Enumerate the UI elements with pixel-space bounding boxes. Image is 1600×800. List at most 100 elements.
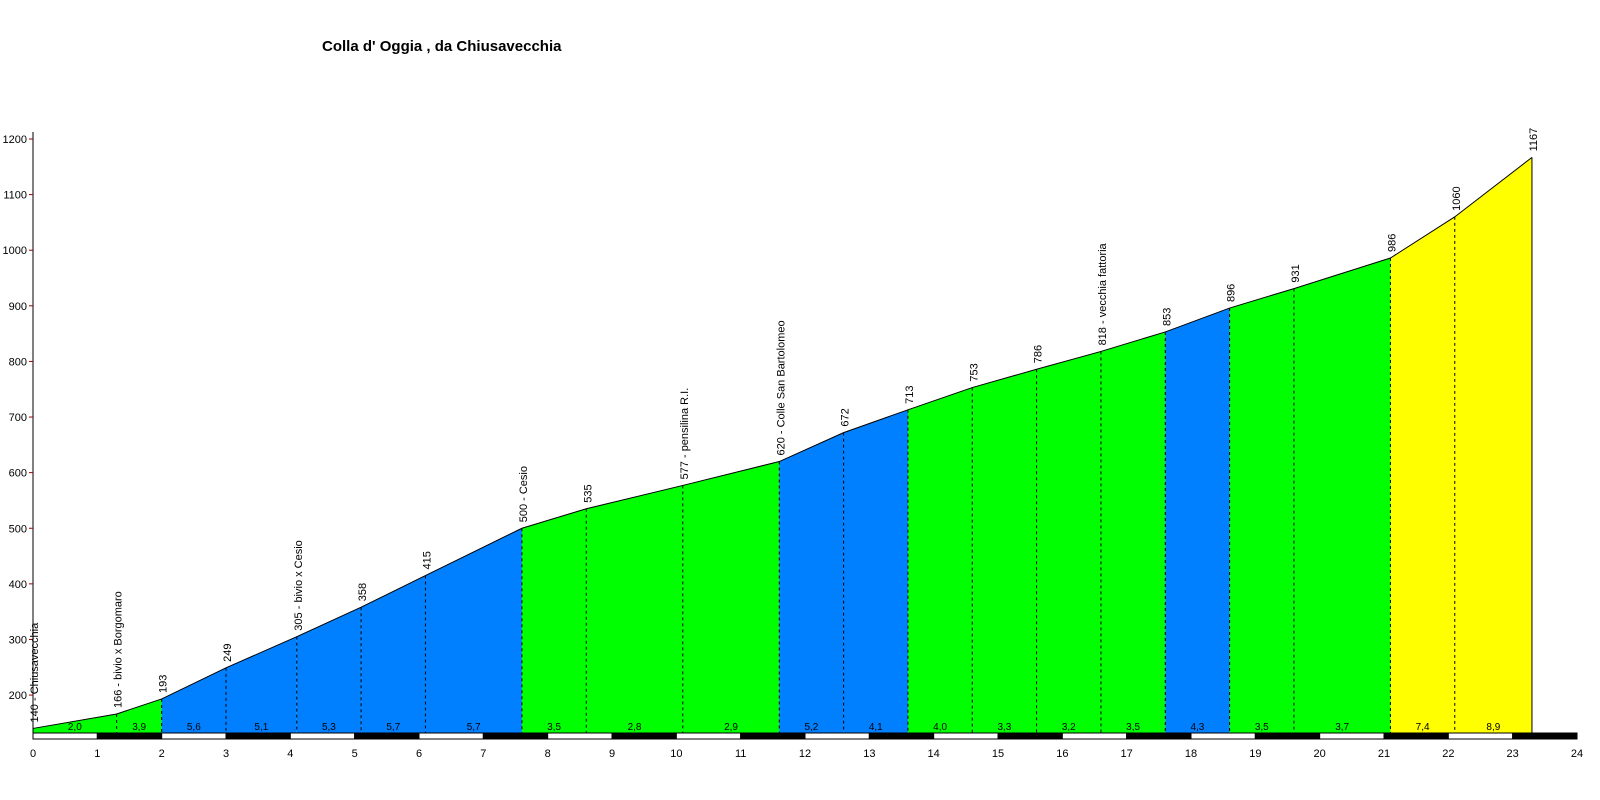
waypoint-label: 713	[904, 385, 916, 403]
waypoint-label: 986	[1386, 234, 1398, 252]
segment-gradient-label: 5,7	[386, 722, 400, 733]
y-tick-label: 1200	[3, 134, 27, 146]
x-tick-label: 5	[352, 748, 358, 760]
distance-bar-km	[1061, 732, 1128, 740]
segment-area	[521, 508, 587, 733]
waypoint-label: 305 - bivio x Cesio	[293, 540, 305, 631]
segment-gradient-label: 4,3	[1190, 722, 1204, 733]
segment-gradient-label: 5,2	[804, 722, 818, 733]
distance-bar-km	[547, 732, 613, 740]
segment-area	[1100, 331, 1166, 733]
waypoint-label: 896	[1226, 284, 1238, 302]
segment-gradient-label: 2,8	[628, 722, 642, 733]
segment-area	[907, 387, 973, 733]
segment-area	[1293, 258, 1391, 733]
distance-bar-km	[161, 732, 227, 740]
segment-gradient-label: 2,9	[724, 722, 738, 733]
distance-bar-km	[1319, 732, 1385, 740]
segment-gradient-label: 4,0	[933, 722, 947, 733]
segment-area	[1390, 216, 1455, 733]
waypoint-label: 535	[582, 484, 594, 502]
x-tick-label: 10	[670, 748, 682, 760]
distance-bar-km	[1254, 732, 1321, 740]
segment-area	[682, 461, 780, 733]
segment-gradient-label: 2,0	[68, 722, 82, 733]
segment-area	[1165, 308, 1230, 733]
distance-bar-km	[289, 732, 356, 740]
chart-title: Colla d' Oggia , da Chiusavecchia	[322, 38, 562, 55]
distance-bar-km	[418, 732, 484, 740]
x-tick-label: 9	[609, 748, 615, 760]
waypoint-label: 358	[357, 583, 369, 601]
segment-gradient-label: 5,7	[467, 722, 481, 733]
distance-bar-km	[675, 732, 742, 740]
waypoint-label: 166 - bivio x Borgomaro	[113, 591, 125, 708]
segment-gradient-label: 3,2	[1062, 722, 1076, 733]
x-tick-label: 19	[1249, 748, 1261, 760]
distance-bar-km	[354, 732, 420, 740]
x-tick-label: 11	[735, 748, 746, 760]
x-tick-label: 24	[1571, 748, 1583, 760]
segment-area	[1454, 157, 1532, 733]
segment-gradient-label: 5,1	[254, 722, 268, 733]
y-tick-label: 1100	[3, 190, 27, 202]
x-tick-label: 2	[159, 748, 165, 760]
x-tick-label: 13	[863, 748, 875, 760]
x-tick-label: 0	[30, 748, 36, 760]
distance-bar-km	[1447, 732, 1514, 740]
waypoint-label: 140 - Chiusavecchia	[29, 622, 41, 723]
x-tick-label: 21	[1378, 748, 1390, 760]
y-tick-label: 1000	[3, 245, 27, 257]
distance-bar-km	[96, 732, 163, 740]
distance-bar-km	[611, 732, 677, 740]
x-tick-label: 8	[545, 748, 551, 760]
segment-gradient-label: 3,5	[1126, 722, 1140, 733]
segment-area	[425, 528, 522, 733]
segment-area	[779, 432, 844, 733]
segment-gradient-label: 3,5	[1255, 722, 1269, 733]
waypoint-label: 753	[968, 363, 980, 381]
distance-bar-km	[482, 732, 549, 740]
waypoint-label: 415	[421, 551, 433, 569]
x-tick-label: 7	[480, 748, 486, 760]
x-tick-label: 23	[1507, 748, 1519, 760]
x-tick-label: 16	[1056, 748, 1068, 760]
x-tick-label: 17	[1121, 748, 1133, 760]
y-tick-label: 700	[9, 412, 27, 424]
waypoint-label: 620 - Colle San Bartolomeo	[775, 320, 787, 455]
distance-bar-km	[32, 732, 98, 740]
waypoint-label: 249	[222, 643, 234, 661]
segment-area	[296, 607, 362, 733]
segment-gradient-label: 3,9	[132, 722, 146, 733]
x-tick-label: 6	[416, 748, 422, 760]
segment-area	[161, 667, 226, 733]
x-tick-label: 15	[992, 748, 1004, 760]
x-tick-label: 18	[1185, 748, 1197, 760]
x-tick-label: 1	[94, 748, 100, 760]
segment-gradient-label: 5,6	[187, 722, 201, 733]
x-tick-label: 3	[223, 748, 229, 760]
segment-area	[33, 713, 117, 733]
profile-line	[32, 156, 1533, 729]
segment-area	[586, 485, 683, 733]
waypoint-label: 1060	[1451, 186, 1463, 210]
segment-area	[843, 409, 908, 733]
segment-area	[116, 698, 162, 733]
waypoint-label: 853	[1161, 308, 1173, 326]
y-tick-label: 400	[9, 579, 27, 591]
distance-bar-km	[1126, 732, 1192, 740]
distance-bar-km	[1190, 732, 1256, 740]
x-tick-label: 4	[287, 748, 293, 760]
waypoint-label: 672	[840, 408, 852, 426]
segment-area	[1036, 351, 1101, 733]
segment-area	[972, 369, 1037, 733]
waypoint-label: 577 - pensilina R.I.	[679, 388, 691, 480]
x-tick-label: 22	[1442, 748, 1454, 760]
waypoint-label: 818 - vecchia fattoria	[1097, 242, 1109, 345]
x-tick-label: 12	[799, 748, 811, 760]
segment-gradient-label: 3,7	[1335, 722, 1349, 733]
waypoint-label: 786	[1033, 345, 1045, 363]
y-tick-label: 500	[9, 523, 27, 535]
segment-gradient-label: 5,3	[322, 722, 336, 733]
